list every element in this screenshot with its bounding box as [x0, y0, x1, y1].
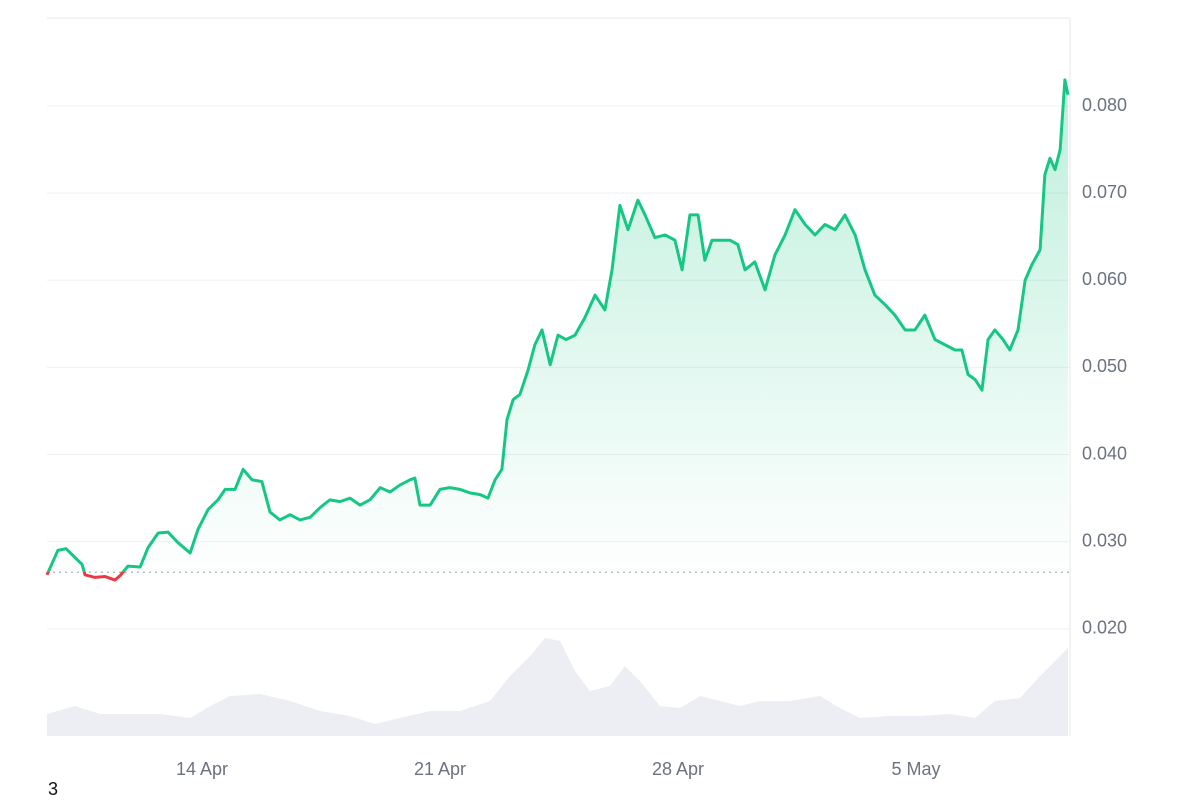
- y-tick-label: 0.040: [1082, 443, 1127, 463]
- y-tick-label: 0.070: [1082, 182, 1127, 202]
- x-tick-label: 28 Apr: [652, 759, 704, 779]
- y-tick-label: 0.060: [1082, 269, 1127, 289]
- y-tick-label: 0.050: [1082, 356, 1127, 376]
- price-area: [47, 79, 1068, 581]
- footer-note: 3: [48, 779, 58, 799]
- y-tick-label: 0.020: [1082, 618, 1127, 638]
- price-line: [45, 78, 1070, 582]
- y-tick-label: 0.030: [1082, 530, 1127, 550]
- x-tick-label: 21 Apr: [414, 759, 466, 779]
- x-tick-label: 14 Apr: [176, 759, 228, 779]
- y-tick-label: 0.080: [1082, 95, 1127, 115]
- x-tick-label: 5 May: [891, 759, 940, 779]
- volume-area: [47, 638, 1068, 736]
